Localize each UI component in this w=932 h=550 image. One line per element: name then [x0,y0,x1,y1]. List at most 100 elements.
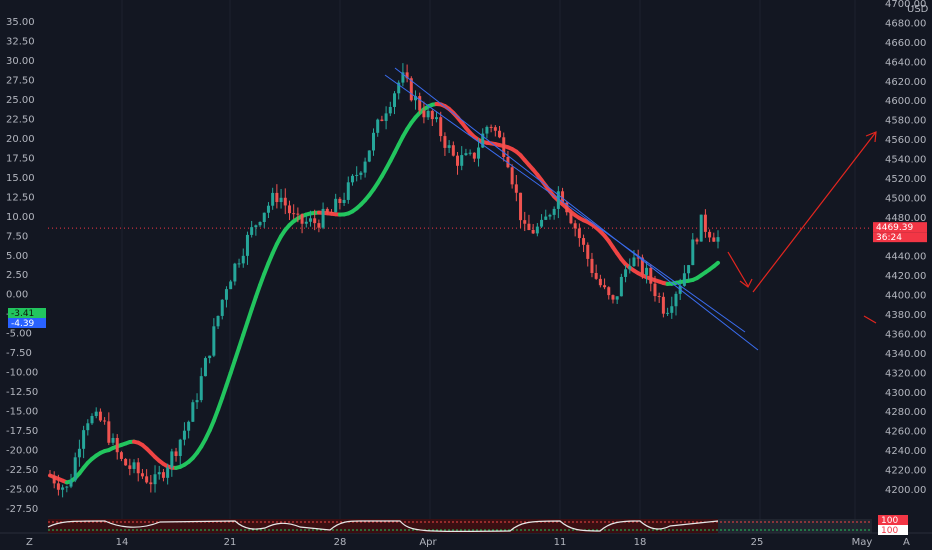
candle-body [435,117,439,120]
candle-body [77,448,81,458]
candle-body [98,411,102,421]
right-tick: 4700.00 [885,0,926,10]
right-tick: 4540.00 [885,155,926,166]
candle-body [657,296,661,298]
candle-body [153,474,157,485]
left-tick: -7.50 [6,348,32,359]
candle-body [468,152,472,154]
ma-segment [220,383,229,400]
candle-body [393,93,397,107]
candle-body [640,257,644,276]
candle-body [279,197,283,203]
candle-body [128,465,132,469]
osc-badge-2: 100 [881,526,898,536]
candle-body [603,285,607,288]
candle-body [485,126,489,134]
candle-body [170,451,174,468]
osc-badge-1-bg [878,515,908,525]
right-tick: 4200.00 [885,485,926,496]
arrow-down [727,251,749,287]
candle-body [317,223,321,228]
arrow-up-head [865,131,877,143]
candle-body [666,312,670,314]
left-tick: -22.50 [6,465,38,476]
arrow-up [752,131,877,293]
candle-body [519,192,523,221]
candle-body [481,133,485,148]
candle-body [132,462,136,469]
candle-body [346,182,350,200]
right-tick: 4440.00 [885,252,926,263]
candle-body [149,482,153,485]
candle-body [140,473,144,477]
candle-body [237,263,241,265]
x-tick: 28 [334,537,347,548]
candle-body [708,231,712,238]
candle-body [573,223,577,229]
candle-body [439,117,443,137]
right-tick: 4380.00 [885,310,926,321]
indicator-badge-1-bg [8,308,46,318]
candle-body [456,155,460,166]
candle-body [145,476,149,483]
candle-body [115,437,119,453]
oscillator-line [47,520,719,532]
candle-body [674,293,678,307]
right-tick: 4420.00 [885,271,926,282]
candle-body [502,137,506,157]
currency-label: USD [907,4,929,15]
candle-body [653,283,657,297]
right-axis: 4700.00 4680.00 4660.00 4640.00 4620.00 4600.… [885,0,926,496]
candle-body [607,287,611,296]
left-tick: 25.00 [6,95,35,106]
candle-body [90,415,94,424]
candle-body [460,155,464,166]
candle-body [367,150,371,162]
ma-segment [711,260,720,269]
right-tick: 4560.00 [885,135,926,146]
candle-body [624,269,628,277]
left-tick: -25.00 [6,485,38,496]
candle-body [103,420,107,422]
candle-body [187,421,191,431]
candle-body [321,208,325,228]
ma-segment [232,345,242,363]
candle-body [371,132,375,151]
candle-body [325,208,329,213]
indicator-badge-1: -3.41 [11,309,34,319]
arrow-down-head [739,278,753,288]
candle-body [388,106,392,114]
candle-body [107,421,111,443]
candle-body [531,230,535,234]
candle-body [636,257,640,259]
left-tick: 30.00 [6,56,35,67]
candle-body [300,214,304,224]
candle-body [527,223,531,231]
candle-body [414,96,418,101]
candle-body [52,475,56,484]
candle-body [569,212,573,224]
candle-body [430,110,434,120]
right-tick: 4620.00 [885,77,926,88]
left-tick: 20.00 [6,134,35,145]
right-tick: 4340.00 [885,349,926,360]
candle-body [258,221,262,226]
candle-body [687,265,691,274]
candle-body [245,234,249,256]
candle-body [682,273,686,286]
candle-body [199,376,203,401]
candle-body [136,462,140,474]
right-tick: 4480.00 [885,213,926,224]
candle-body [334,198,338,213]
annotations [384,67,877,351]
channel-lower [384,74,746,333]
right-tick: 4660.00 [885,38,926,49]
candle-body [691,239,695,266]
candle-body [292,213,296,215]
price-badge-bg [873,222,927,233]
candle-body [271,192,275,206]
x-tick: 11 [554,537,567,548]
